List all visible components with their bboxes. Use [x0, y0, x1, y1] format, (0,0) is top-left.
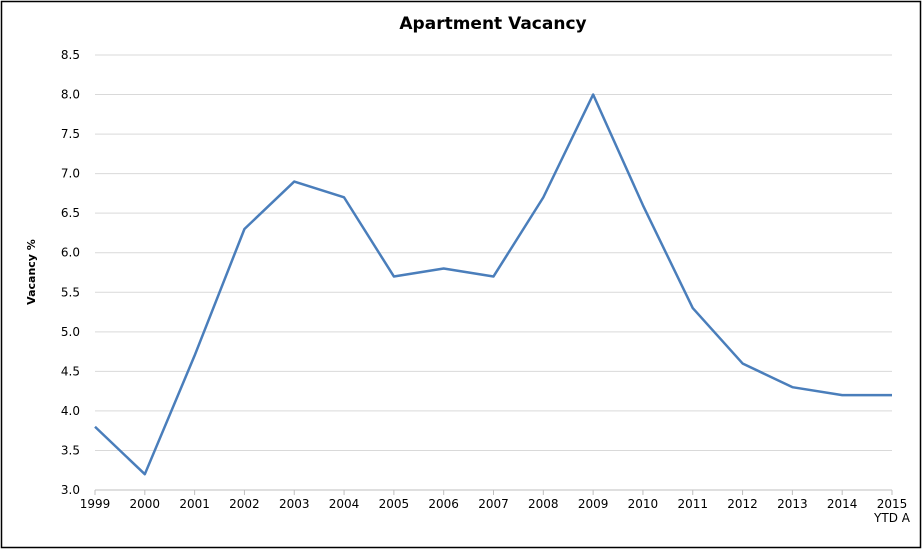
y-tick-label: 4.5 [61, 364, 80, 378]
x-tick-label: 2015 YTD A [873, 497, 911, 525]
y-tick-label: 3.5 [61, 443, 80, 457]
x-tick-label: 2010 [628, 497, 659, 511]
x-tick-label: 2004 [329, 497, 360, 511]
y-tick-label: 5.0 [61, 325, 80, 339]
x-tick-label: 2007 [478, 497, 509, 511]
line-series [94, 93, 892, 476]
x-tick-label: 2012 [727, 497, 758, 511]
x-tick-label: 2013 [777, 497, 808, 511]
y-tick-label: 3.0 [61, 483, 80, 497]
y-tick-label: 6.5 [61, 206, 80, 220]
x-tick-label: 2006 [428, 497, 459, 511]
x-tick-label: 2008 [528, 497, 559, 511]
x-tick-label: 2003 [279, 497, 310, 511]
x-tick-label: 2011 [677, 497, 708, 511]
x-tick-label: 2005 [379, 497, 410, 511]
y-axis-label: Vacancy % [25, 239, 38, 305]
chart-title: Apartment Vacancy [399, 14, 586, 34]
x-tick-label: 1999 [80, 497, 111, 511]
y-tick-label: 7.0 [61, 167, 80, 181]
y-tick-label: 4.0 [61, 404, 80, 418]
x-tick-label: 2000 [130, 497, 161, 511]
y-tick-label: 8.0 [61, 88, 80, 102]
x-tick-label: 2014 [827, 497, 858, 511]
y-tick-label: 5.5 [61, 285, 80, 299]
x-tick-label: 2002 [229, 497, 260, 511]
y-tick-label: 6.0 [61, 246, 80, 260]
y-tick-label: 7.5 [61, 127, 80, 141]
y-tick-label: 8.5 [61, 48, 80, 62]
x-tick-label: 2001 [179, 497, 210, 511]
x-tick-label: 2009 [578, 497, 609, 511]
